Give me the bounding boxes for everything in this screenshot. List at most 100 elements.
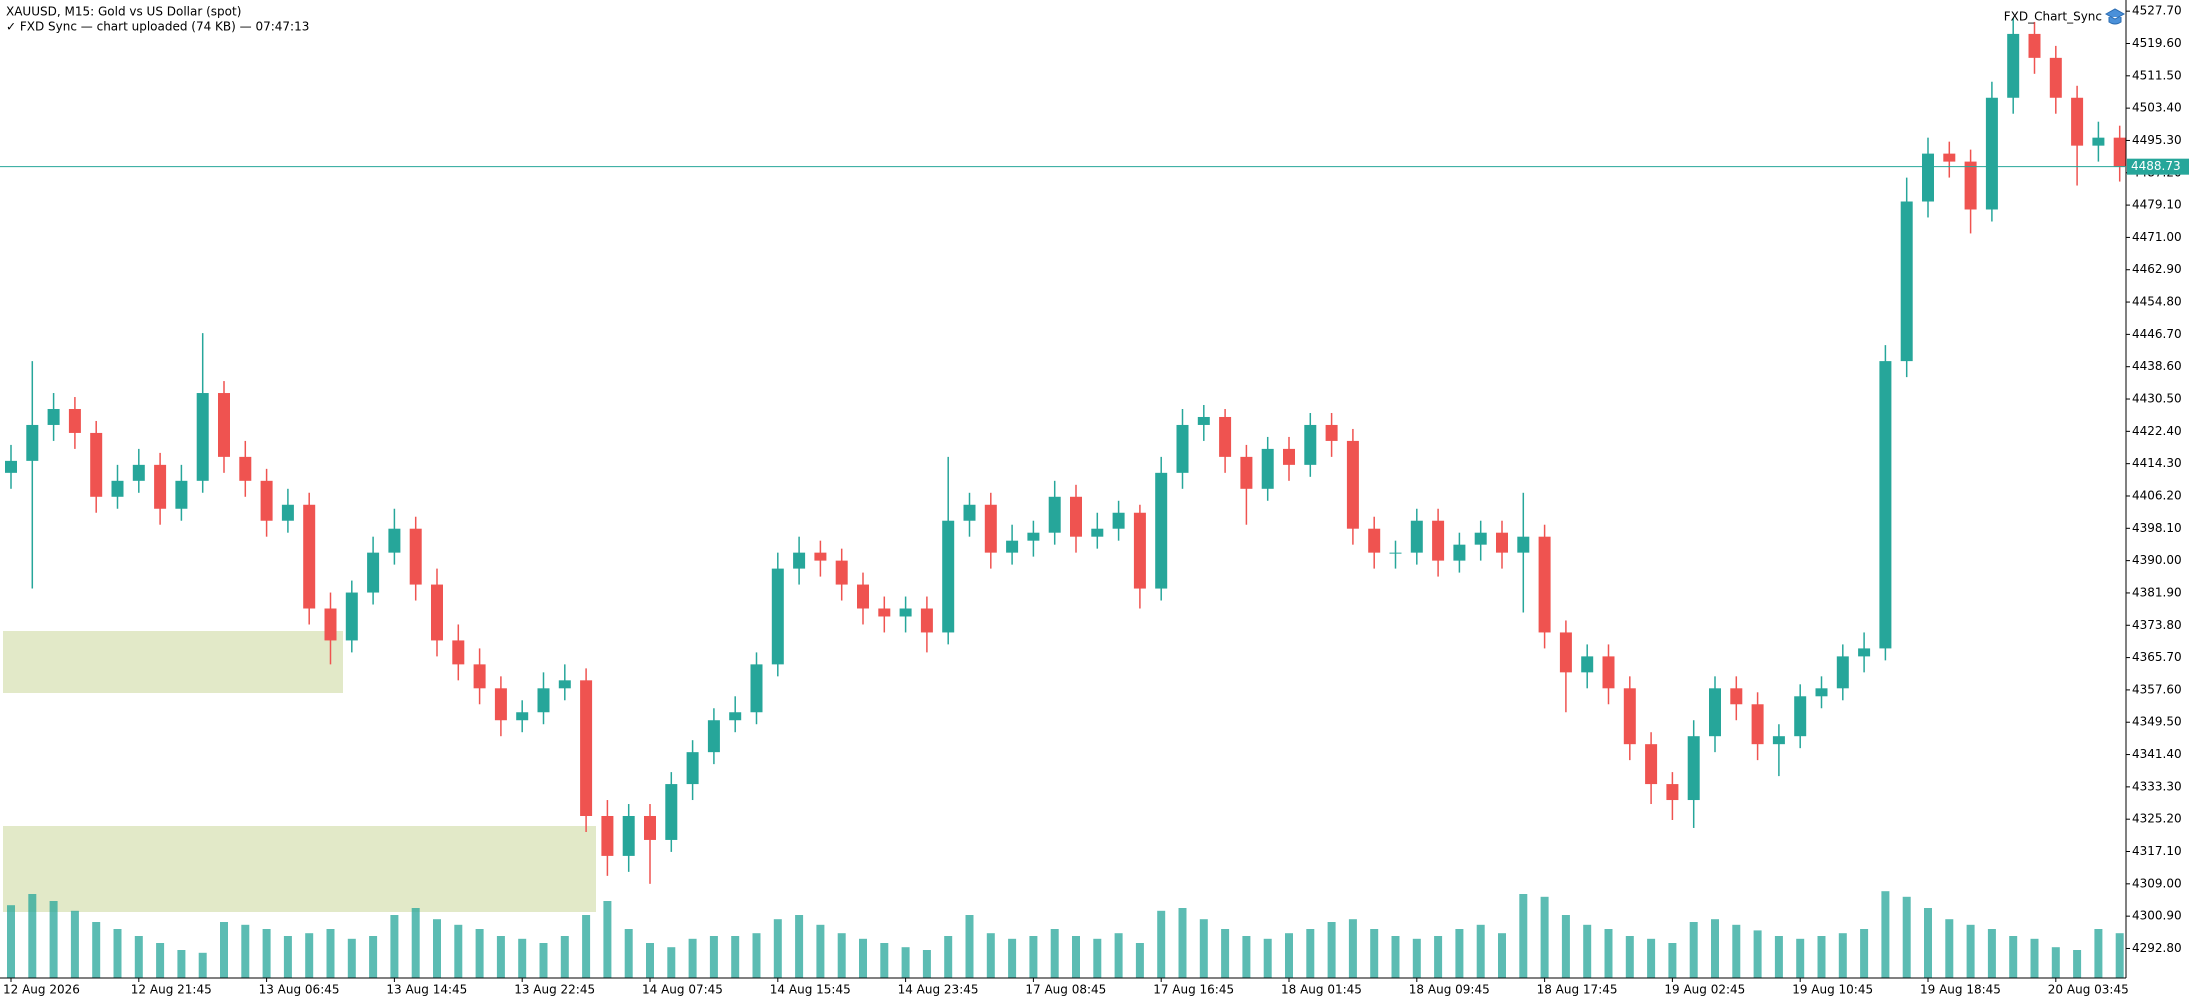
volume-bar xyxy=(496,936,505,978)
candle-body xyxy=(1517,536,1530,553)
candle-body xyxy=(324,608,337,641)
candle-body xyxy=(388,528,401,553)
x-tick-label: 13 Aug 14:45 xyxy=(386,983,467,997)
volume-bar xyxy=(986,933,995,978)
candle-body xyxy=(1240,456,1253,489)
candle-body xyxy=(47,408,60,425)
volume-bar xyxy=(92,922,101,978)
candle-body xyxy=(1794,696,1807,737)
volume-bar xyxy=(241,924,250,978)
y-tick-label: 4317.10 xyxy=(2132,844,2182,858)
volume-bar xyxy=(433,919,441,978)
y-tick-label: 4390.00 xyxy=(2132,553,2182,567)
candle-body xyxy=(303,504,316,609)
volume-bar xyxy=(795,915,804,978)
candle-body xyxy=(111,480,124,497)
volume-bar xyxy=(1263,938,1272,978)
volume-bar xyxy=(1711,919,1719,978)
y-tick-label: 4349.50 xyxy=(2132,715,2182,729)
price-label: 4488.73 xyxy=(2131,159,2181,173)
volume-bar xyxy=(198,952,207,978)
volume-bar xyxy=(1774,936,1783,978)
volume-bar xyxy=(390,915,399,978)
y-tick-label: 4422.40 xyxy=(2132,424,2182,438)
volume-bar xyxy=(1327,922,1336,978)
candle-body xyxy=(920,608,933,633)
y-tick-label: 4438.60 xyxy=(2132,359,2182,373)
candle-body xyxy=(1197,416,1210,425)
volume-bar xyxy=(1945,919,1954,978)
volume-bar xyxy=(1306,929,1315,978)
candle-body xyxy=(90,432,103,497)
candle-body xyxy=(473,664,486,689)
candle-body xyxy=(1133,512,1146,589)
candle-body xyxy=(2028,33,2041,58)
volume-bar xyxy=(1902,896,1911,978)
candle-body xyxy=(260,480,273,521)
y-tick-label: 4519.60 xyxy=(2132,36,2182,50)
volume-bar xyxy=(1647,938,1656,978)
candle-body xyxy=(154,464,167,509)
volume-bar xyxy=(1689,922,1698,978)
volume-bar xyxy=(539,943,548,978)
volume-bar xyxy=(283,936,292,978)
volume-bar xyxy=(901,947,910,978)
price-label-box xyxy=(2127,158,2189,175)
x-tick-label: 18 Aug 01:45 xyxy=(1281,983,1362,997)
volume-bar xyxy=(2094,929,2103,978)
volume-bar xyxy=(1157,910,1166,978)
candle-body xyxy=(1751,704,1764,745)
candle-body xyxy=(431,584,443,641)
annotation: FXD_Chart_Sync xyxy=(2004,10,2102,24)
candle-body xyxy=(1304,424,1317,465)
x-tick-label: 17 Aug 16:45 xyxy=(1153,983,1234,997)
volume-bar xyxy=(2009,936,2018,978)
volume-bar xyxy=(667,947,676,978)
candle-body xyxy=(1219,416,1232,457)
y-tick-label: 4341.40 xyxy=(2132,747,2182,761)
volume-bar xyxy=(1412,938,1421,978)
y-tick-label: 4446.70 xyxy=(2132,327,2182,341)
candle-body xyxy=(601,815,614,856)
volume-bar xyxy=(1987,929,1996,978)
candle-body xyxy=(218,393,230,457)
zone xyxy=(3,631,343,693)
y-tick-label: 4365.70 xyxy=(2132,650,2182,664)
volume-bar xyxy=(1966,924,1975,978)
candle-body xyxy=(494,688,507,721)
candle-body xyxy=(899,608,912,617)
volume-bar xyxy=(688,938,697,978)
volume-bar xyxy=(1455,929,1464,978)
candle-body xyxy=(175,480,188,509)
volume-bar xyxy=(1561,915,1570,978)
candle-body xyxy=(1368,528,1381,553)
y-tick-label: 4300.90 xyxy=(2132,909,2182,923)
candle-body xyxy=(1922,153,1934,202)
candle-body xyxy=(665,784,678,840)
candle-body xyxy=(345,592,358,641)
y-tick-label: 4471.00 xyxy=(2132,230,2182,244)
y-tick-label: 4325.20 xyxy=(2132,812,2182,826)
volume-bar xyxy=(1029,936,1038,978)
volume-bar xyxy=(220,922,228,978)
volume-bar xyxy=(1178,908,1187,978)
x-tick-label: 14 Aug 07:45 xyxy=(642,983,723,997)
candle-body xyxy=(1410,520,1423,553)
volume-bar xyxy=(475,929,484,978)
volume-bar xyxy=(1370,929,1379,978)
volume-bar xyxy=(70,910,79,978)
volume-bar xyxy=(2051,947,2060,978)
candle-body xyxy=(1006,540,1019,553)
volume-bar xyxy=(2073,950,2082,978)
volume-bar xyxy=(7,905,15,978)
volume-bar xyxy=(49,901,58,978)
candle-body xyxy=(5,460,17,473)
candle-body xyxy=(984,504,997,553)
y-tick-label: 4414.30 xyxy=(2132,456,2182,470)
volume-bar xyxy=(1583,924,1592,978)
candle-body xyxy=(644,815,656,840)
candle-body xyxy=(2071,97,2084,146)
y-tick-label: 4462.90 xyxy=(2132,262,2182,276)
candle-body xyxy=(1346,440,1359,529)
